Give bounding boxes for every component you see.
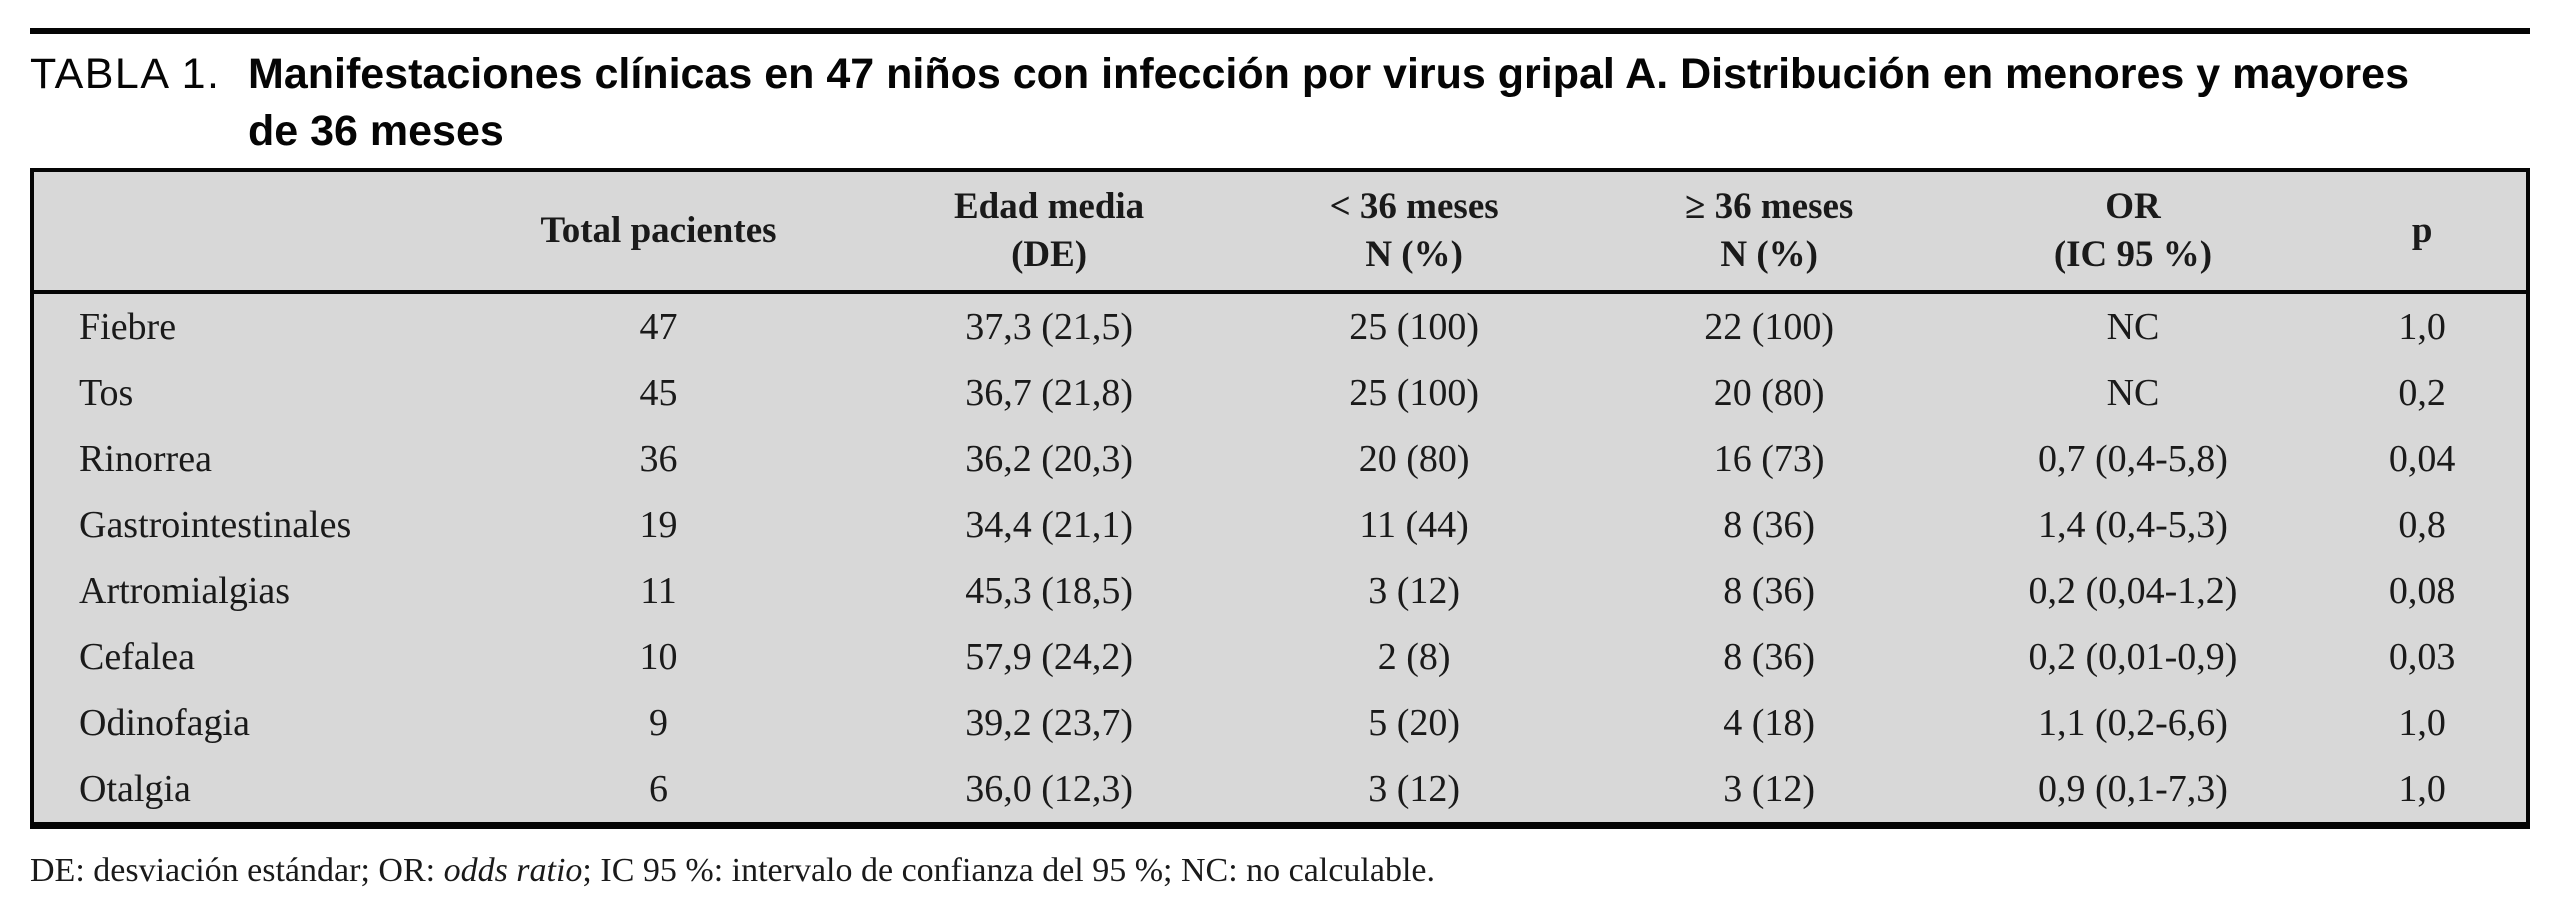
cell-menor-36: 3 (12) xyxy=(1368,570,1461,612)
table-row-artromialgias: Artromialgias 11 45,3 (18,5) 3 (12) 8 (3… xyxy=(32,558,2528,624)
cell-p: 0,04 xyxy=(2388,438,2456,480)
cell-mayor-36: 22 (100) xyxy=(1704,306,1835,348)
table-row-gastrointestinales: Gastrointestinales 19 34,4 (21,1) 11 (44… xyxy=(32,492,2528,558)
cell-or: NC xyxy=(2106,306,2160,348)
column-header-line: (IC 95 %) xyxy=(2053,234,2213,275)
table-row-otalgia: Otalgia 6 36,0 (12,3) 3 (12) 3 (12) 0,9 … xyxy=(32,756,2528,826)
cell-p: 0,2 xyxy=(2398,372,2446,414)
cell-total: 11 xyxy=(640,570,677,612)
row-label: Tos xyxy=(79,372,134,414)
cell-total: 36 xyxy=(639,438,678,480)
cell-or: 1,1 (0,2-6,6) xyxy=(2037,702,2228,744)
clinical-manifestations-table: Total pacientes Edad media (DE) < 36 mes… xyxy=(30,168,2530,829)
cell-menor-36: 3 (12) xyxy=(1368,768,1461,810)
cell-p: 1,0 xyxy=(2398,768,2446,810)
column-header-line: Total pacientes xyxy=(540,210,777,251)
table-caption: TABLA 1. Manifestaciones clínicas en 47 … xyxy=(30,46,2530,160)
cell-p: 1,0 xyxy=(2398,702,2446,744)
cell-edad-media: 37,3 (21,5) xyxy=(965,306,1133,348)
table-title: Manifestaciones clínicas en 47 niños con… xyxy=(248,46,2409,160)
cell-total: 6 xyxy=(648,768,668,810)
cell-mayor-36: 4 (18) xyxy=(1723,702,1816,744)
cell-mayor-36: 20 (80) xyxy=(1713,372,1825,414)
cell-mayor-36: 8 (36) xyxy=(1723,570,1816,612)
column-header-or-ic95: OR (IC 95 %) xyxy=(1947,170,2319,294)
cell-menor-36: 25 (100) xyxy=(1349,372,1480,414)
cell-or: 0,7 (0,4-5,8) xyxy=(2037,438,2228,480)
table-row-odinofagia: Odinofagia 9 39,2 (23,7) 5 (20) 4 (18) 1… xyxy=(32,690,2528,756)
table-row-fiebre: Fiebre 47 37,3 (21,5) 25 (100) 22 (100) … xyxy=(32,292,2528,360)
cell-menor-36: 5 (20) xyxy=(1368,702,1461,744)
column-header-line: Edad media xyxy=(954,186,1145,227)
cell-edad-media: 57,9 (24,2) xyxy=(965,636,1133,678)
table-number-label: TABLA 1. xyxy=(30,50,221,98)
cell-p: 0,8 xyxy=(2398,504,2446,546)
row-label: Odinofagia xyxy=(79,702,250,744)
cell-total: 47 xyxy=(639,306,678,348)
table-title-line-2: de 36 meses xyxy=(248,107,504,155)
cell-edad-media: 39,2 (23,7) xyxy=(965,702,1133,744)
cell-edad-media: 36,2 (20,3) xyxy=(965,438,1133,480)
cell-edad-media: 34,4 (21,1) xyxy=(965,504,1133,546)
cell-menor-36: 11 (44) xyxy=(1359,504,1469,546)
row-label: Fiebre xyxy=(79,306,177,348)
cell-mayor-36: 8 (36) xyxy=(1723,636,1816,678)
table-header-row: Total pacientes Edad media (DE) < 36 mes… xyxy=(32,170,2528,294)
cell-or: 0,2 (0,01-0,9) xyxy=(2028,636,2238,678)
row-label: Rinorrea xyxy=(79,438,212,480)
table-row-cefalea: Cefalea 10 57,9 (24,2) 2 (8) 8 (36) 0,2 … xyxy=(32,624,2528,690)
cell-total: 10 xyxy=(639,636,678,678)
row-label: Cefalea xyxy=(79,636,196,678)
cell-menor-36: 25 (100) xyxy=(1349,306,1480,348)
column-header-line: p xyxy=(2411,210,2433,251)
cell-total: 19 xyxy=(639,504,678,546)
column-header-line: ≥ 36 meses xyxy=(1685,186,1854,227)
column-header-mayor-36-meses: ≥ 36 meses N (%) xyxy=(1590,170,1948,294)
column-header-total-pacientes: Total pacientes xyxy=(456,170,861,294)
cell-p: 1,0 xyxy=(2398,306,2446,348)
row-label: Otalgia xyxy=(79,768,191,810)
cell-mayor-36: 8 (36) xyxy=(1723,504,1816,546)
cell-edad-media: 45,3 (18,5) xyxy=(965,570,1133,612)
footnote-text-2: ; IC 95 %: intervalo de confianza del 95… xyxy=(582,852,1435,889)
row-label: Artromialgias xyxy=(79,570,291,612)
cell-menor-36: 20 (80) xyxy=(1358,438,1470,480)
column-header-edad-media: Edad media (DE) xyxy=(860,170,1238,294)
column-header-line: < 36 meses xyxy=(1329,186,1499,227)
cell-or: NC xyxy=(2106,372,2160,414)
column-header-line: N (%) xyxy=(1720,234,1818,275)
table-title-line-1: Manifestaciones clínicas en 47 niños con… xyxy=(248,50,2409,98)
column-header-menor-36-meses: < 36 meses N (%) xyxy=(1237,170,1591,294)
cell-edad-media: 36,7 (21,8) xyxy=(965,372,1133,414)
cell-or: 1,4 (0,4-5,3) xyxy=(2037,504,2228,546)
top-divider-rule xyxy=(30,28,2530,34)
cell-menor-36: 2 (8) xyxy=(1377,636,1451,678)
table-footnote: DE: desviación estándar; OR: odds ratio;… xyxy=(30,852,2530,890)
column-header-empty xyxy=(32,170,457,294)
table-row-tos: Tos 45 36,7 (21,8) 25 (100) 20 (80) NC 0… xyxy=(32,360,2528,426)
cell-or: 0,2 (0,04-1,2) xyxy=(2028,570,2238,612)
cell-or: 0,9 (0,1-7,3) xyxy=(2037,768,2228,810)
column-header-line: (DE) xyxy=(1011,234,1088,275)
cell-mayor-36: 16 (73) xyxy=(1713,438,1825,480)
column-header-line: N (%) xyxy=(1365,234,1463,275)
footnote-italic-odds-ratio: odds ratio xyxy=(443,852,583,889)
cell-mayor-36: 3 (12) xyxy=(1723,768,1816,810)
cell-p: 0,03 xyxy=(2388,636,2456,678)
cell-edad-media: 36,0 (12,3) xyxy=(965,768,1133,810)
column-header-p: p xyxy=(2318,170,2528,294)
table-row-rinorrea: Rinorrea 36 36,2 (20,3) 20 (80) 16 (73) … xyxy=(32,426,2528,492)
cell-p: 0,08 xyxy=(2388,570,2456,612)
row-label: Gastrointestinales xyxy=(79,504,352,546)
footnote-text-1: DE: desviación estándar; OR: xyxy=(30,852,444,889)
cell-total: 45 xyxy=(639,372,678,414)
cell-total: 9 xyxy=(648,702,668,744)
column-header-line: OR xyxy=(2105,186,2161,227)
